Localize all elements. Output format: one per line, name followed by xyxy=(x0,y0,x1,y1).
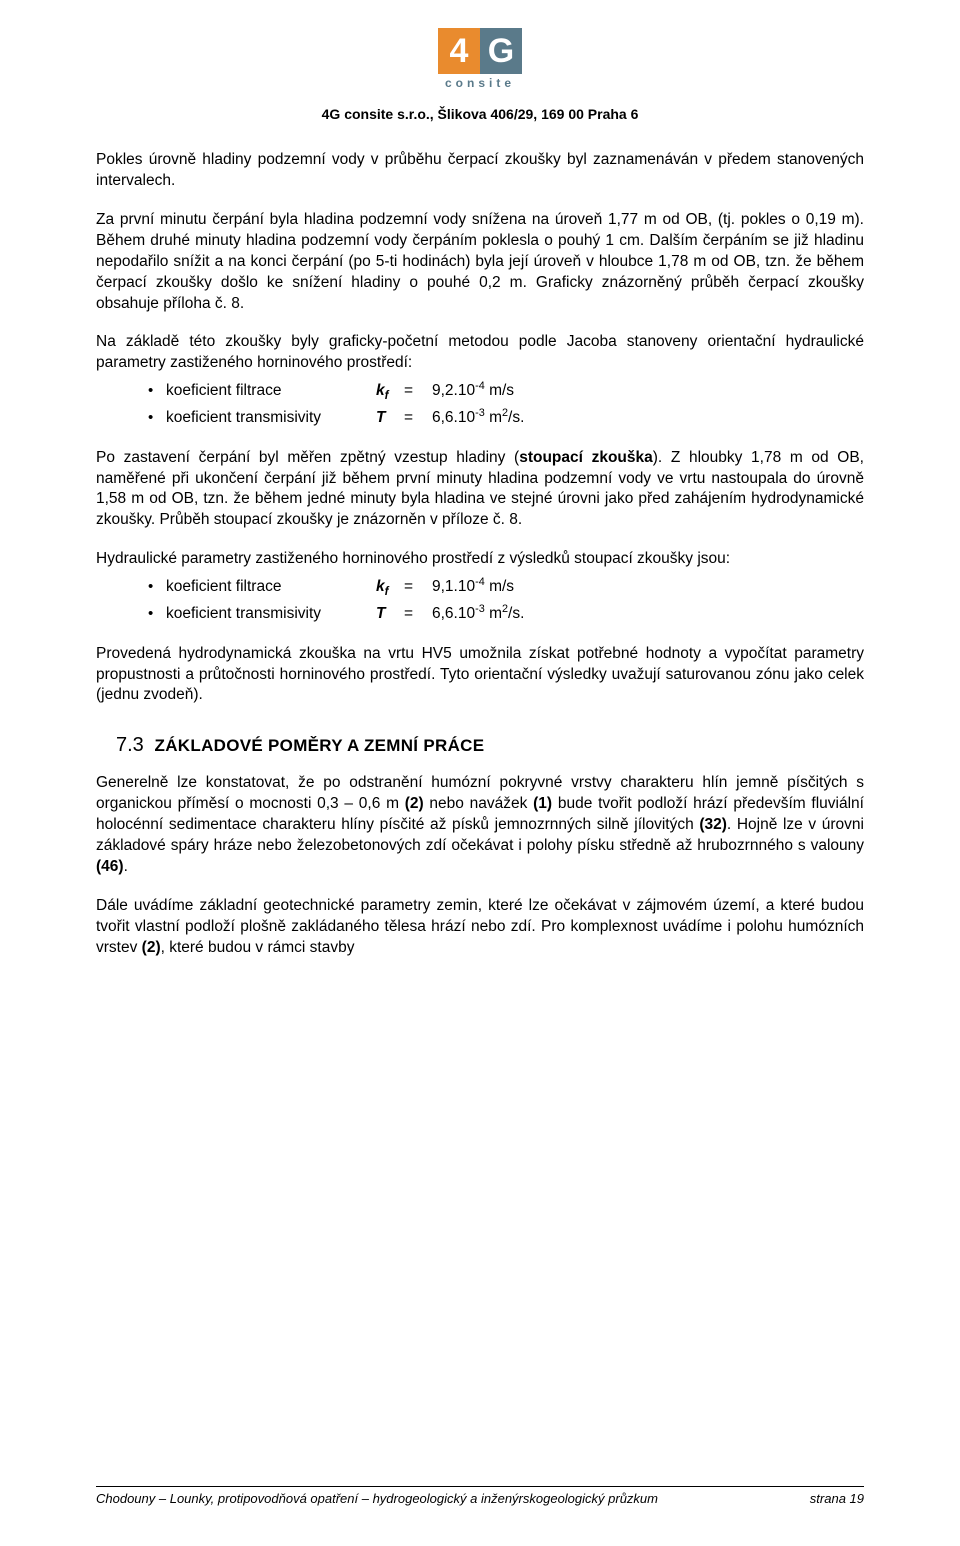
paragraph: Za první minutu čerpání byla hladina pod… xyxy=(96,210,864,315)
logo-mark: 4 G xyxy=(438,28,522,74)
section-heading: 7.3 ZÁKLADOVÉ POMĚRY A ZEMNÍ PRÁCE xyxy=(116,734,864,757)
param-label: koeficient filtrace xyxy=(166,379,376,402)
page-footer: Chodouny – Lounky, protipovodňová opatře… xyxy=(96,1486,864,1506)
param-label: koeficient transmisivity xyxy=(166,602,376,625)
logo-brand-text: consite xyxy=(445,76,515,90)
company-logo: 4 G consite xyxy=(420,28,540,100)
parameter-item: •koeficient transmisivityT=6,6.10-3 m2/s… xyxy=(148,601,864,626)
bullet-icon: • xyxy=(148,380,166,403)
param-symbol: kf xyxy=(376,575,404,601)
param-value: 6,6.10-3 m2/s. xyxy=(432,601,864,625)
footer-left: Chodouny – Lounky, protipovodňová opatře… xyxy=(96,1491,658,1506)
bullet-icon: • xyxy=(148,576,166,599)
parameter-item: •koeficient transmisivityT=6,6.10-3 m2/s… xyxy=(148,405,864,430)
param-symbol: T xyxy=(376,602,404,625)
bullet-icon: • xyxy=(148,603,166,626)
param-value: 6,6.10-3 m2/s. xyxy=(432,405,864,429)
param-symbol: kf xyxy=(376,379,404,405)
paragraph: Na základě této zkoušky byly graficky-po… xyxy=(96,332,864,374)
parameter-item: •koeficient filtracekf=9,1.10-4 m/s xyxy=(148,574,864,601)
document-page: 4 G consite 4G consite s.r.o., Šlikova 4… xyxy=(0,0,960,1546)
param-label: koeficient filtrace xyxy=(166,575,376,598)
param-value: 9,1.10-4 m/s xyxy=(432,574,864,598)
parameter-list: •koeficient filtracekf=9,1.10-4 m/s•koef… xyxy=(148,574,864,625)
paragraph: Generelně lze konstatovat, že po odstran… xyxy=(96,773,864,878)
bullet-icon: • xyxy=(148,407,166,430)
equals-sign: = xyxy=(404,406,432,429)
equals-sign: = xyxy=(404,379,432,402)
section-title: ZÁKLADOVÉ POMĚRY A ZEMNÍ PRÁCE xyxy=(155,736,485,755)
param-symbol: T xyxy=(376,406,404,429)
section-number: 7.3 xyxy=(116,734,144,756)
paragraph: Pokles úrovně hladiny podzemní vody v pr… xyxy=(96,150,864,192)
paragraph: Dále uvádíme základní geotechnické param… xyxy=(96,896,864,959)
parameter-list: •koeficient filtracekf=9,2.10-4 m/s•koef… xyxy=(148,378,864,429)
document-content: Pokles úrovně hladiny podzemní vody v pr… xyxy=(96,150,864,1486)
equals-sign: = xyxy=(404,602,432,625)
parameter-item: •koeficient filtracekf=9,2.10-4 m/s xyxy=(148,378,864,405)
param-value: 9,2.10-4 m/s xyxy=(432,378,864,402)
footer-right: strana 19 xyxy=(810,1491,864,1506)
paragraph: Provedená hydrodynamická zkouška na vrtu… xyxy=(96,644,864,707)
paragraph: Po zastavení čerpání byl měřen zpětný vz… xyxy=(96,448,864,532)
page-header: 4 G consite 4G consite s.r.o., Šlikova 4… xyxy=(96,28,864,122)
logo-g-icon: G xyxy=(480,28,522,74)
param-label: koeficient transmisivity xyxy=(166,406,376,429)
equals-sign: = xyxy=(404,575,432,598)
logo-4-icon: 4 xyxy=(438,28,480,74)
company-address: 4G consite s.r.o., Šlikova 406/29, 169 0… xyxy=(322,106,639,122)
paragraph: Hydraulické parametry zastiženého hornin… xyxy=(96,549,864,570)
